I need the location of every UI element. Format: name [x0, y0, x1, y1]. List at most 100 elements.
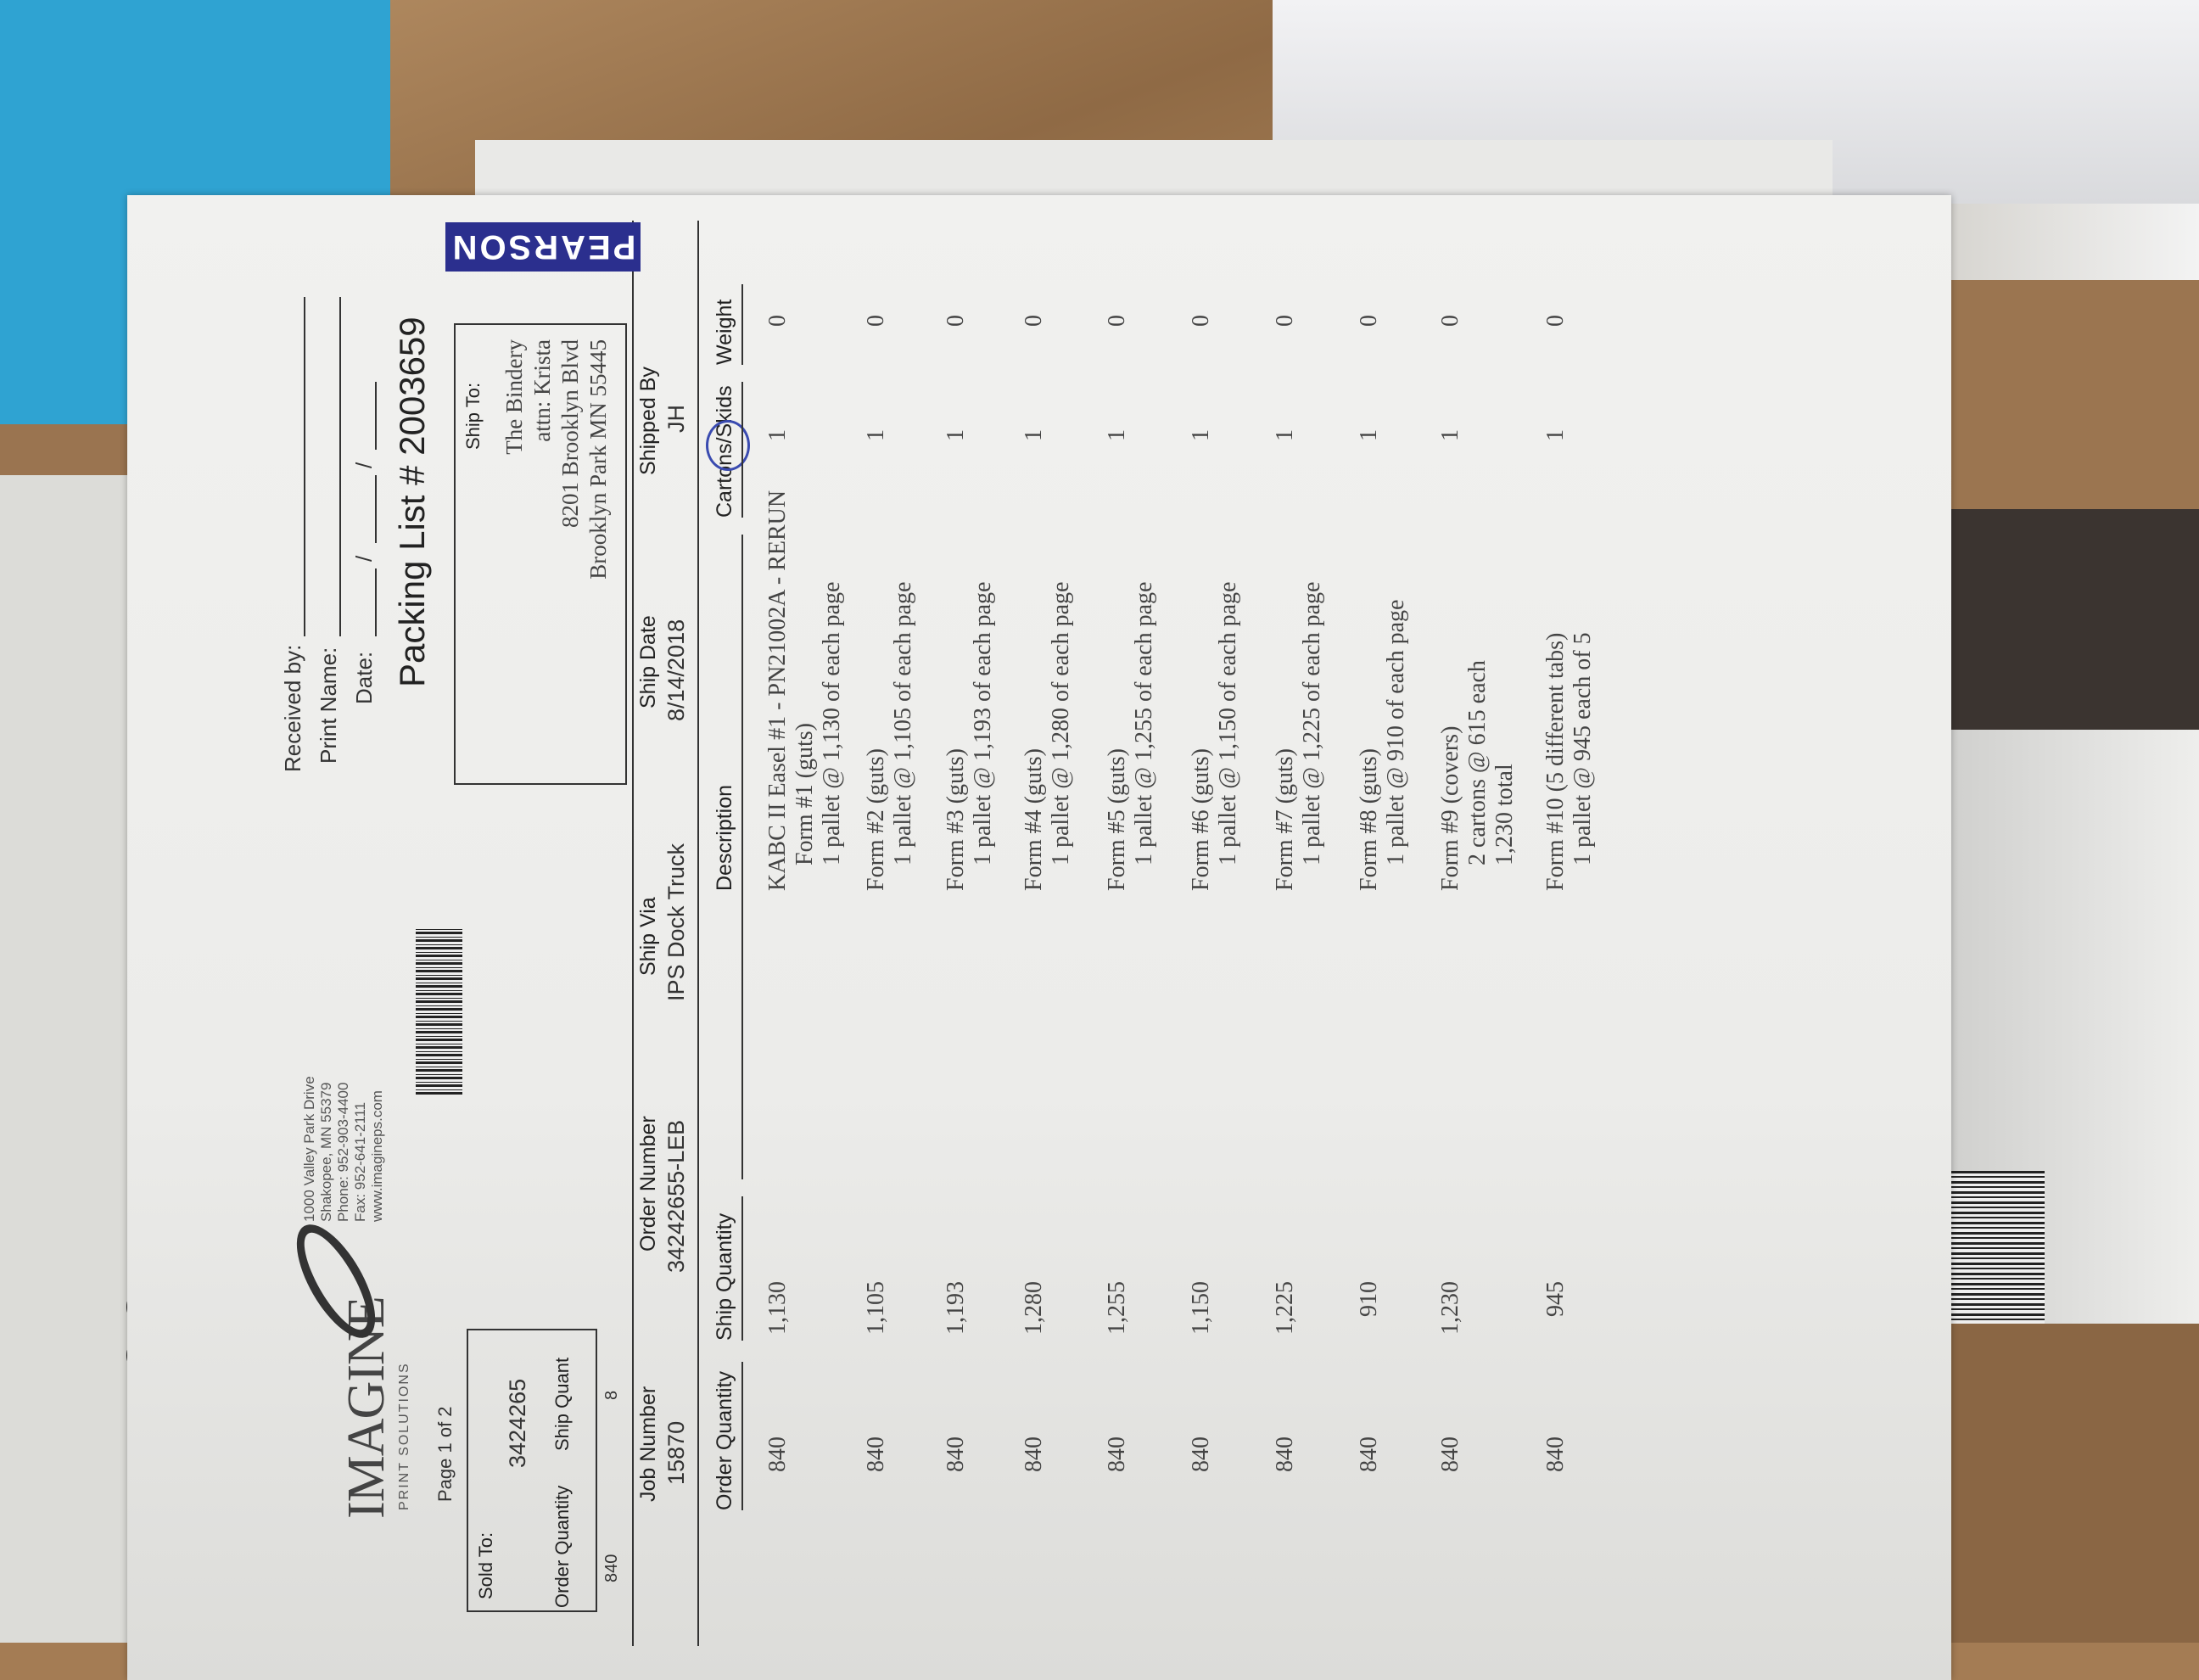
page-number: Page 1 of 2 — [434, 1406, 456, 1502]
description-line: Form #2 (guts) — [863, 748, 889, 891]
print-name-line — [339, 297, 341, 636]
ship-date-label: Ship Date — [636, 615, 660, 708]
cartons-skids-cell: 1 — [1188, 429, 1214, 441]
received-by-label: Received by: — [280, 644, 305, 772]
company-address: 1000 Valley Park Drive Shakopee, MN 5537… — [301, 1076, 386, 1222]
job-number-value: 15870 — [663, 1420, 689, 1485]
weight-cell: 0 — [1104, 315, 1130, 327]
ship-to-address: The Bindery attn: Krista 8201 Brooklyn B… — [501, 339, 613, 602]
date-separator: / — [351, 555, 377, 562]
order-quantity-cell: 840 — [764, 1436, 791, 1472]
weight-cell: 0 — [1188, 315, 1214, 327]
weight-cell: 0 — [1021, 315, 1047, 327]
description-line: Form #9 (covers) — [1437, 725, 1463, 891]
description-line: 1 pallet @ 1,150 of each page — [1215, 581, 1241, 865]
ship-to-line: attn: Krista — [529, 339, 555, 442]
sold-to-order-qty-label: Order Quantity — [551, 1485, 573, 1608]
weight-cell: 0 — [1356, 315, 1382, 327]
cartons-skids-cell: 1 — [1272, 429, 1298, 441]
sold-to-ship-qty: 8 — [602, 1390, 621, 1400]
description-line: Form #3 (guts) — [943, 748, 969, 891]
description-line: 1 pallet @ 910 of each page — [1383, 599, 1409, 865]
description-cell: Form #6 (guts) 1 pallet @ 1,150 of each p… — [1188, 582, 1242, 891]
cartons-skids-cell: 1 — [1542, 429, 1569, 441]
packing-list-document: IMAGINE PRINT SOLUTIONS 1000 Valley Park… — [127, 195, 1951, 1680]
description-line: Form #7 (guts) — [1272, 748, 1298, 891]
ship-quantity-cell: 1,150 — [1188, 1281, 1214, 1335]
sold-to-order-qty: 840 — [602, 1554, 621, 1582]
weight-cell: 0 — [764, 315, 791, 327]
description-line: 1,230 total — [1491, 764, 1518, 865]
ship-to-label: Ship To: — [462, 382, 484, 450]
description-cell: Form #2 (guts) 1 pallet @ 1,105 of each p… — [863, 582, 917, 891]
ship-to-line: 8201 Brooklyn Blvd — [557, 339, 583, 529]
description-line: Form #8 (guts) — [1356, 748, 1382, 891]
description-cell: Form #4 (guts) 1 pallet @ 1,280 of each p… — [1021, 582, 1075, 891]
received-by-line — [304, 297, 305, 636]
order-quantity-cell: 840 — [1542, 1436, 1569, 1472]
order-number-label: Order Number — [636, 1116, 660, 1252]
description-line: 1 pallet @ 1,130 of each page — [819, 581, 845, 865]
weight-cell: 0 — [1437, 315, 1463, 327]
weight-cell: 0 — [1272, 315, 1298, 327]
header-underline — [741, 284, 743, 365]
barcode — [416, 929, 462, 1095]
ship-quantity-cell: 945 — [1542, 1281, 1569, 1317]
shipped-by-value: JH — [663, 405, 689, 433]
date-line — [375, 568, 377, 636]
order-quantity-cell: 840 — [1437, 1436, 1463, 1472]
description-line: Form #5 (guts) — [1104, 748, 1130, 891]
description-line: Form #1 (guts) — [792, 723, 818, 865]
description-line: Form #4 (guts) — [1021, 748, 1047, 891]
description-cell: KABC II Easel #1 - PN21002A - RERUN Form … — [764, 490, 846, 891]
order-quantity-cell: 840 — [1021, 1436, 1047, 1472]
order-quantity-cell: 840 — [863, 1436, 889, 1472]
address-line: 1000 Valley Park Drive — [301, 1076, 317, 1222]
header-underline — [741, 382, 743, 518]
description-line: 1 pallet @ 1,225 of each page — [1299, 581, 1325, 865]
address-line: www.imagineps.com — [369, 1090, 385, 1222]
print-name-label: Print Name: — [316, 647, 341, 764]
weight-cell: 0 — [1542, 315, 1569, 327]
ship-quantity-cell: 1,230 — [1437, 1281, 1463, 1335]
booklet-barcode — [1943, 1171, 2045, 1324]
order-quantity-cell: 840 — [1272, 1436, 1298, 1472]
order-quantity-cell: 840 — [1104, 1436, 1130, 1472]
ship-quantity-cell: 1,130 — [764, 1281, 791, 1335]
address-line: Fax: 952-641-2111 — [352, 1101, 368, 1222]
cartons-skids-cell: 1 — [1356, 429, 1382, 441]
cartons-skids-cell: 1 — [764, 429, 791, 441]
cartons-skids-cell: 1 — [1104, 429, 1130, 441]
cartons-skids-cell: 1 — [1021, 429, 1047, 441]
sold-to-label: Sold To: — [475, 1532, 496, 1599]
weight-cell: 0 — [943, 315, 969, 327]
description-cell: Form #3 (guts) 1 pallet @ 1,193 of each p… — [943, 582, 997, 891]
ship-to-line: Brooklyn Park MN 55445 — [585, 339, 611, 580]
ship-date-value: 8/14/2018 — [663, 619, 689, 721]
ship-to-line: The Bindery — [501, 339, 527, 455]
header-description: Description — [713, 784, 736, 891]
date-line — [375, 475, 377, 543]
pearson-label: PEARSON — [445, 222, 641, 272]
order-quantity-cell: 840 — [1188, 1436, 1214, 1472]
ship-via-label: Ship Via — [636, 897, 660, 976]
address-line: Phone: 952-903-4400 — [335, 1082, 351, 1222]
cardboard-right — [1943, 280, 2199, 509]
header-order-quantity: Order Quantity — [713, 1371, 736, 1510]
header-weight: Weight — [713, 299, 736, 365]
description-line: KABC II Easel #1 - PN21002A - RERUN — [764, 490, 791, 891]
cartons-skids-cell: 1 — [863, 429, 889, 441]
ship-via-value: IPS Dock Truck — [663, 843, 689, 1001]
shadow-gap — [1943, 509, 2199, 730]
description-line: 2 cartons @ 615 each — [1464, 660, 1491, 865]
ship-quantity-cell: 1,105 — [863, 1281, 889, 1335]
header-ship-quantity: Ship Quantity — [713, 1212, 736, 1341]
order-quantity-cell: 840 — [1356, 1436, 1382, 1472]
weight-cell: 0 — [863, 315, 889, 327]
description-cell: Form #7 (guts) 1 pallet @ 1,225 of each p… — [1272, 582, 1326, 891]
description-line: 1 pallet @ 1,105 of each page — [890, 581, 916, 865]
description-line: 1 pallet @ 1,280 of each page — [1048, 581, 1074, 865]
shipped-by-label: Shipped By — [636, 367, 660, 475]
sold-to-account: 3424265 — [505, 1378, 530, 1468]
header-underline — [741, 535, 743, 1179]
